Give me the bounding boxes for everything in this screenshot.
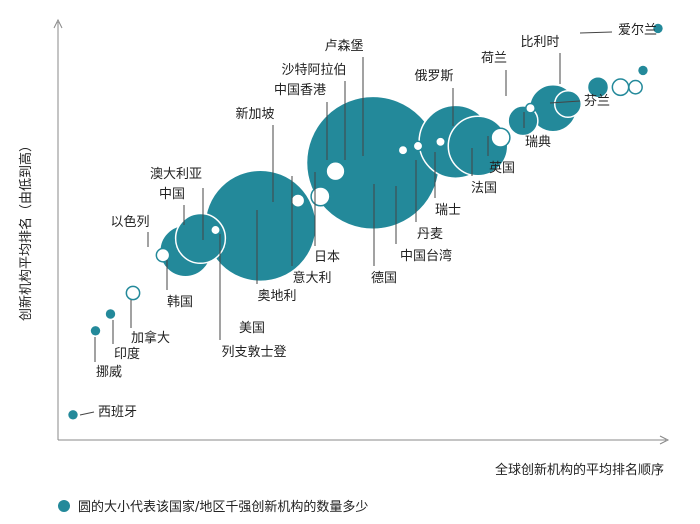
leader-line-28 bbox=[579, 31, 613, 34]
bubble-5 bbox=[155, 247, 171, 263]
bubble-label-21: 俄罗斯 bbox=[414, 69, 453, 84]
x-axis-title: 全球创新机构的平均排名顺序 bbox=[495, 462, 664, 478]
bubble-label-23: 英国 bbox=[489, 161, 515, 176]
bubble-label-liechtenstein: 列支敦士登 bbox=[221, 344, 286, 360]
legend-swatch bbox=[58, 500, 70, 512]
bubble-label-13: 日本 bbox=[314, 250, 340, 265]
bubble-label-5: 以色列 bbox=[110, 214, 149, 230]
bubble-4 bbox=[125, 285, 141, 301]
bubble-12 bbox=[325, 161, 346, 182]
bubble-label-16: 卢森堡 bbox=[324, 38, 363, 54]
bubble-label-7: 澳大利亚 bbox=[150, 166, 202, 182]
bubble-19 bbox=[490, 127, 511, 148]
y-axis-title: 创新机构平均排名（由低到高） bbox=[18, 139, 34, 321]
bubble-13 bbox=[305, 95, 441, 231]
bubble-label-8: 中国 bbox=[159, 187, 185, 202]
bubble-21 bbox=[525, 102, 536, 114]
leader-line-1 bbox=[79, 411, 95, 416]
bubble-11 bbox=[310, 186, 331, 207]
bubble-label-6: 韩国 bbox=[167, 295, 193, 310]
bubble-label-12: 意大利 bbox=[292, 270, 331, 286]
bubble-label-27: 比利时 bbox=[520, 35, 559, 50]
bubble-24 bbox=[586, 75, 610, 99]
bubble-14 bbox=[397, 144, 409, 156]
bubble-label-17: 德国 bbox=[371, 271, 397, 286]
legend-text: 圆的大小代表该国家/地区千强创新机构的数量多少 bbox=[78, 499, 368, 515]
bubble-label-4: 加拿大 bbox=[131, 330, 170, 346]
leader-line-26 bbox=[549, 100, 581, 104]
bubble-label-10: 奥地利 bbox=[257, 289, 296, 304]
bubble-label-14: 中国香港 bbox=[274, 83, 326, 98]
bubble-label-26: 芬兰 bbox=[584, 94, 610, 109]
bubble-2 bbox=[90, 326, 101, 336]
bubble-28 bbox=[653, 23, 663, 34]
bubble-label-2: 挪威 bbox=[96, 365, 122, 380]
bubbles-layer bbox=[68, 23, 663, 420]
bubble-1 bbox=[68, 410, 78, 420]
bubble-label-19: 丹麦 bbox=[417, 227, 443, 242]
bubble-8 bbox=[174, 212, 227, 265]
bubble-label-25: 瑞典 bbox=[525, 135, 551, 150]
y-axis-arrow bbox=[53, 18, 63, 29]
bubble-label-20: 瑞士 bbox=[435, 203, 461, 218]
bubble-10 bbox=[290, 193, 306, 208]
x-axis-arrow bbox=[659, 435, 670, 445]
bubble-label-22: 法国 bbox=[471, 181, 497, 196]
bubble-label-9: 美国 bbox=[239, 321, 265, 336]
leaders-layer bbox=[79, 31, 613, 416]
bubble-23 bbox=[553, 89, 583, 119]
bubble-3 bbox=[105, 309, 116, 319]
bubble-7 bbox=[210, 224, 221, 236]
bubble-label-24: 荷兰 bbox=[481, 51, 507, 66]
bubble-15 bbox=[412, 140, 424, 152]
bubble-label-3: 印度 bbox=[114, 346, 140, 362]
bubble-label-18: 中国台湾 bbox=[400, 248, 452, 264]
bubble-label-1: 西班牙 bbox=[98, 405, 137, 420]
bubble-26 bbox=[628, 79, 643, 95]
bubble-label-15: 沙特阿拉伯 bbox=[281, 63, 346, 78]
bubble-label-28: 爱尔兰 bbox=[618, 23, 657, 38]
bubble-16 bbox=[435, 136, 446, 148]
bubble-label-11: 新加坡 bbox=[235, 106, 274, 122]
bubble-25 bbox=[611, 78, 630, 97]
bubble-27 bbox=[638, 65, 648, 76]
